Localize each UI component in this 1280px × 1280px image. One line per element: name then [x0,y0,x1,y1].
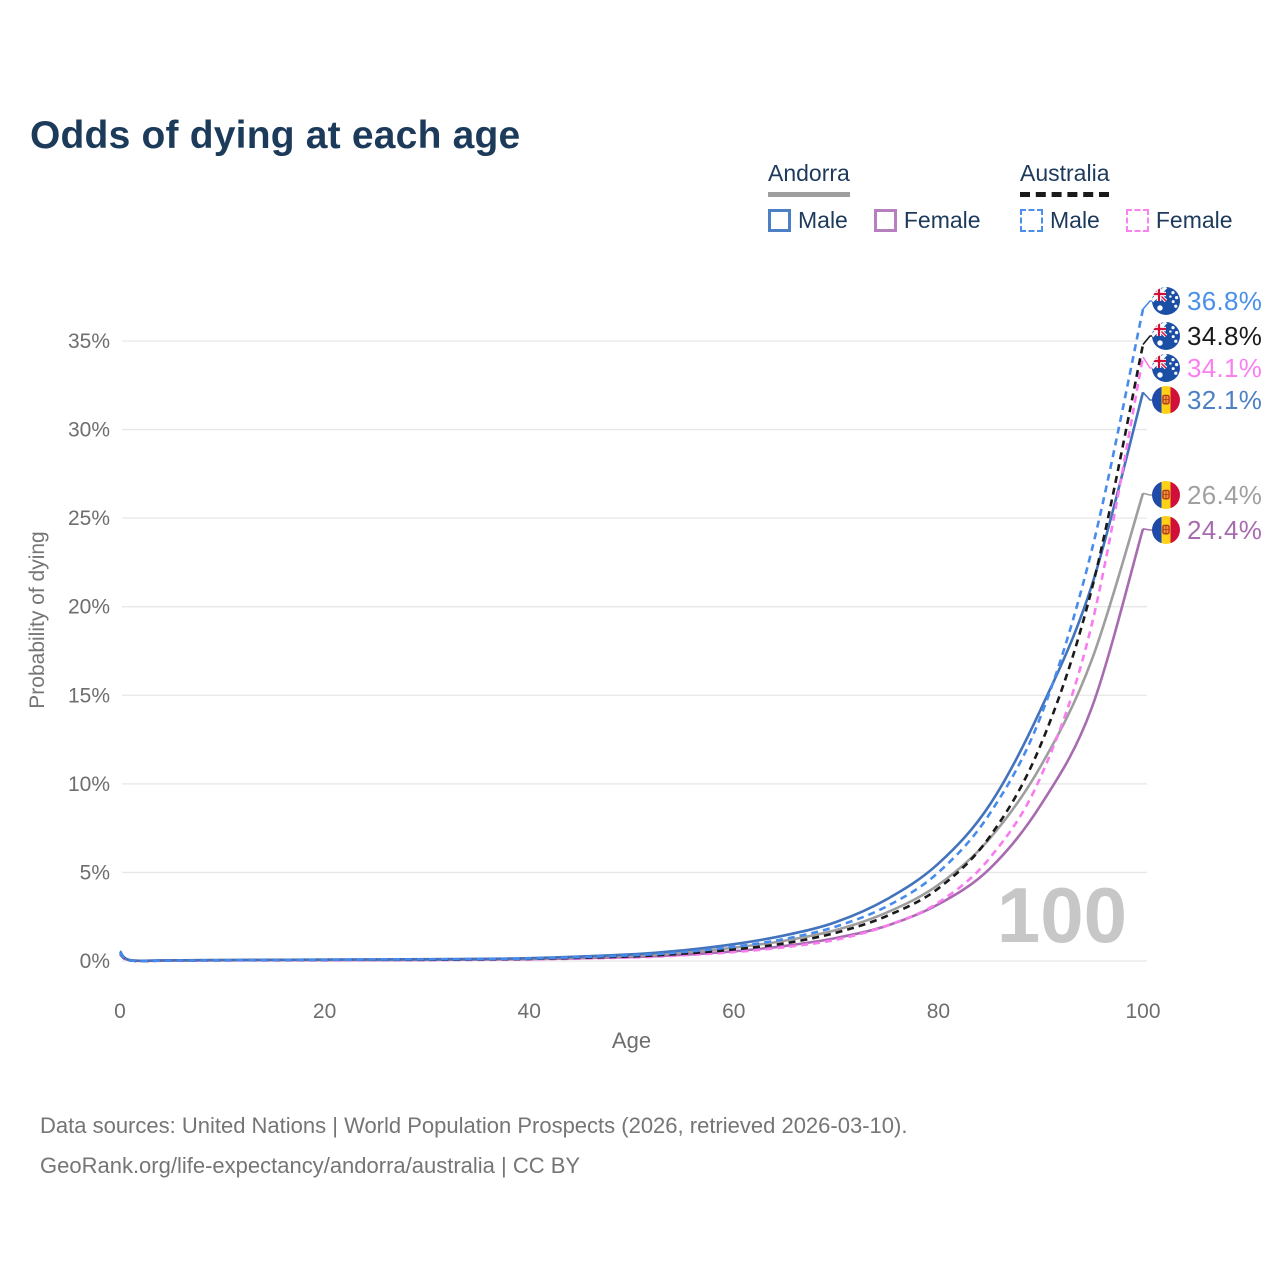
legend-group-australia: Australia Male Female [1020,160,1233,234]
end-value-label: 24.4% [1187,514,1263,545]
y-tick-5%: 5% [80,861,110,884]
andorra-female-swatch-icon [873,209,897,232]
legend-item-label: Male [1050,207,1100,233]
x-tick-40: 40 [518,1000,541,1023]
end-label-australia-female[interactable]: 34.1% [1152,352,1262,384]
australia-flag-icon [1152,322,1180,350]
series-line-andorra-female[interactable] [119,528,1145,963]
legend-item-label: Male [798,207,848,233]
x-tick-20: 20 [313,1000,336,1023]
legend-group-andorra: Andorra Male Female [768,160,981,234]
series-line-andorra-total[interactable] [119,492,1145,963]
series-line-andorra-male[interactable] [118,391,1145,963]
australia-flag-icon [1152,287,1180,315]
x-axis-title: Age [612,1028,651,1053]
legend-item-andorra-male[interactable]: Male [768,207,848,234]
y-tick-20%: 20% [68,596,110,619]
y-tick-30%: 30% [68,419,110,442]
australia-female-swatch-icon [1125,209,1149,232]
legend-item-label: Female [903,207,981,233]
andorra-male-swatch-icon [768,209,791,232]
end-value-label: 34.8% [1187,320,1263,351]
end-value-label: 36.8% [1187,285,1263,316]
page-title: Odds of dying at each age [30,114,521,158]
series-line-australia-male[interactable] [119,308,1145,963]
legend-item-australia-female[interactable]: Female [1125,207,1233,234]
x-tick-0: 0 [114,1000,126,1023]
australia-male-swatch-icon [1020,209,1043,232]
end-label-andorra-total[interactable]: 26.4% [1152,479,1262,511]
andorra-flag-icon [1152,516,1180,544]
legend-item-andorra-female[interactable]: Female [873,207,981,234]
x-tick-100: 100 [1125,1000,1160,1023]
end-value-label: 32.1% [1187,384,1263,415]
y-axis-title: Probability of dying [26,531,49,708]
line-chart-plot-area[interactable]: 0% 5% 10% 15% 20% 25% 30% 35% 0 20 40 60 80 100 Age Pro… [0,0,1280,1080]
end-label-australia-total[interactable]: 34.8% [1152,320,1262,352]
legend-country-australia[interactable]: Australia [1020,160,1110,197]
x-tick-80: 80 [927,1000,950,1023]
data-sources-text: Data sources: United Nations | World Pop… [40,1113,908,1138]
legend-item-australia-male[interactable]: Male [1020,207,1100,234]
y-tick-10%: 10% [68,773,110,796]
y-tick-35%: 35% [68,330,110,353]
andorra-flag-icon [1152,481,1180,509]
y-tick-25%: 25% [68,507,110,530]
end-label-australia-male[interactable]: 36.8% [1152,285,1262,317]
australia-flag-icon [1152,354,1180,382]
end-label-andorra-male[interactable]: 32.1% [1152,384,1262,416]
y-tick-15%: 15% [68,684,110,707]
legend-item-label: Female [1155,207,1233,233]
chart-footer: Data sources: United Nations | World Pop… [40,1106,907,1186]
andorra-flag-icon [1152,386,1180,414]
age-watermark: 100 [997,871,1127,959]
end-label-andorra-female[interactable]: 24.4% [1152,514,1262,546]
legend-country-andorra[interactable]: Andorra [768,160,850,197]
x-tick-60: 60 [722,1000,745,1023]
attribution-text[interactable]: GeoRank.org/life-expectancy/andorra/aust… [40,1153,581,1178]
end-value-label: 26.4% [1187,479,1263,510]
y-tick-0%: 0% [80,950,110,973]
end-value-label: 34.1% [1187,352,1263,383]
